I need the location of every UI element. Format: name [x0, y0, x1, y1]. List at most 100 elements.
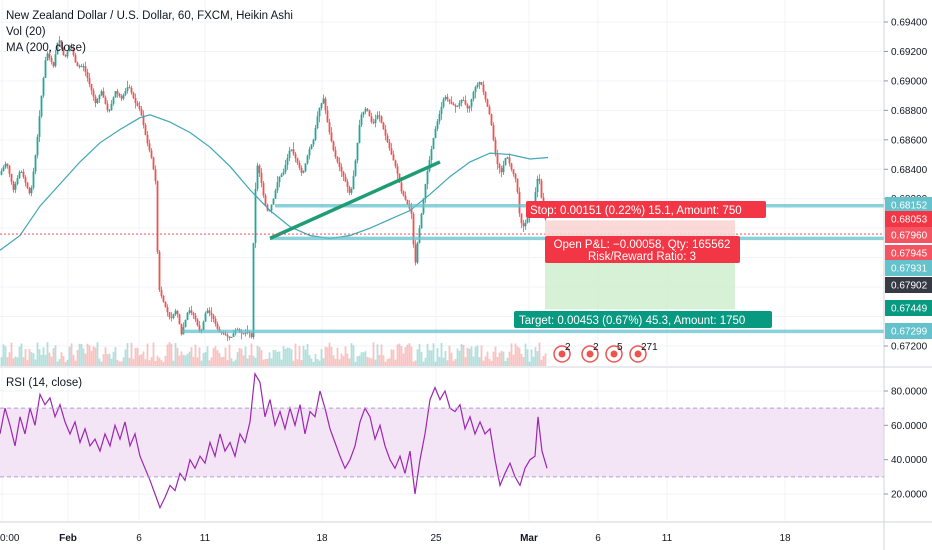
- candle-body: [370, 116, 373, 123]
- volume-bar: [510, 343, 513, 366]
- volume-bar: [380, 344, 383, 366]
- candle-body: [78, 66, 81, 68]
- candle-body: [392, 154, 395, 161]
- volume-bar: [18, 346, 21, 366]
- candle-body: [166, 307, 169, 313]
- volume-bar: [314, 353, 317, 366]
- chart-title: New Zealand Dollar / U.S. Dollar, 60, FX…: [6, 10, 293, 22]
- volume-bar: [2, 344, 5, 366]
- event-marker: 2: [581, 342, 599, 363]
- candle-body: [350, 189, 353, 193]
- volume-bar: [508, 351, 511, 366]
- volume-bar: [424, 357, 427, 366]
- volume-bar: [208, 360, 211, 366]
- candle-body: [438, 114, 441, 122]
- volume-bar: [452, 360, 455, 366]
- target-label: Target: 0.00453 (0.67%) 45.3, Amount: 17…: [519, 315, 745, 327]
- candle-body: [488, 106, 491, 115]
- candle-body: [224, 333, 227, 335]
- volume-bar: [68, 346, 71, 366]
- volume-bar: [462, 344, 465, 366]
- candle-body: [298, 162, 301, 168]
- volume-bar: [200, 360, 203, 366]
- price-tick-label: 0.69000: [891, 76, 928, 87]
- candle-body: [388, 142, 391, 149]
- volume-bar: [196, 357, 199, 366]
- candle-body: [414, 244, 417, 263]
- volume-bar: [430, 350, 433, 366]
- volume-bar: [24, 348, 27, 366]
- volume-bar: [536, 351, 539, 366]
- candle-body: [130, 87, 133, 93]
- candle-body: [54, 54, 57, 67]
- candle-body: [98, 95, 101, 100]
- volume-bar: [514, 343, 517, 366]
- volume-bar: [396, 344, 399, 366]
- volume-bar: [224, 347, 227, 366]
- rsi-tick-label: 60.0000: [891, 421, 928, 432]
- candle-body: [172, 314, 175, 318]
- event-count: 5: [617, 342, 623, 353]
- volume-bar: [192, 356, 195, 366]
- candle-body: [118, 93, 121, 97]
- volume-bar: [76, 349, 79, 366]
- candle-body: [70, 46, 73, 48]
- candle-body: [442, 99, 445, 107]
- position-zones: [545, 220, 735, 310]
- candle-body: [196, 319, 199, 326]
- candle-body: [180, 324, 183, 335]
- candle-body: [466, 104, 469, 109]
- candle-body: [204, 313, 207, 322]
- candle-body: [188, 310, 191, 313]
- volume-bar: [502, 351, 505, 366]
- volume-bar: [538, 342, 541, 366]
- volume-bar: [406, 344, 409, 366]
- event-markers: 2 2 5 271: [553, 342, 658, 363]
- candle-body: [362, 111, 365, 115]
- candle-body: [420, 213, 423, 229]
- stop-box: [526, 201, 766, 218]
- volume-bar: [350, 343, 353, 366]
- time-axis: 0:00 Feb 6 11 18 25 Mar 6 11 18: [0, 533, 791, 544]
- candle-body: [490, 114, 493, 126]
- candle-body: [86, 72, 89, 78]
- time-tick-label: 6: [595, 533, 601, 544]
- volume-bar: [492, 351, 495, 366]
- volume-bar: [66, 359, 69, 366]
- candle-body: [410, 208, 413, 214]
- candle-body: [134, 97, 137, 103]
- volume-bar: [180, 351, 183, 366]
- candle-body: [356, 142, 359, 161]
- candle-body: [28, 187, 31, 194]
- volume-bar: [364, 351, 367, 366]
- event-dot-icon: [586, 350, 594, 358]
- candle-body: [426, 171, 429, 184]
- candle-body: [232, 333, 235, 337]
- event-marker: 2: [553, 342, 571, 363]
- volume-bar: [374, 359, 377, 366]
- candle-body: [430, 149, 433, 161]
- volume-bar: [102, 354, 105, 366]
- candle-body: [344, 176, 347, 182]
- volume-bar: [308, 354, 311, 366]
- candle-body: [272, 198, 275, 205]
- volume-bar: [256, 345, 259, 366]
- candle-body: [194, 315, 197, 320]
- volume-bar: [270, 358, 273, 366]
- volume-bar: [428, 350, 431, 366]
- volume-bar: [232, 361, 235, 366]
- volume-bar: [222, 357, 225, 366]
- volume-bar: [48, 352, 51, 366]
- candle-body: [296, 158, 299, 163]
- volume-bar: [130, 342, 133, 366]
- candle-body: [516, 178, 519, 192]
- volume-bar: [352, 345, 355, 366]
- volume-bar: [402, 353, 405, 366]
- candle-body: [138, 105, 141, 109]
- volume-bar: [74, 360, 77, 366]
- volume-bar: [404, 346, 407, 366]
- volume-bar: [254, 357, 257, 366]
- volume-bar: [384, 361, 387, 366]
- volume-bar: [518, 347, 521, 366]
- volume-bar: [38, 349, 41, 366]
